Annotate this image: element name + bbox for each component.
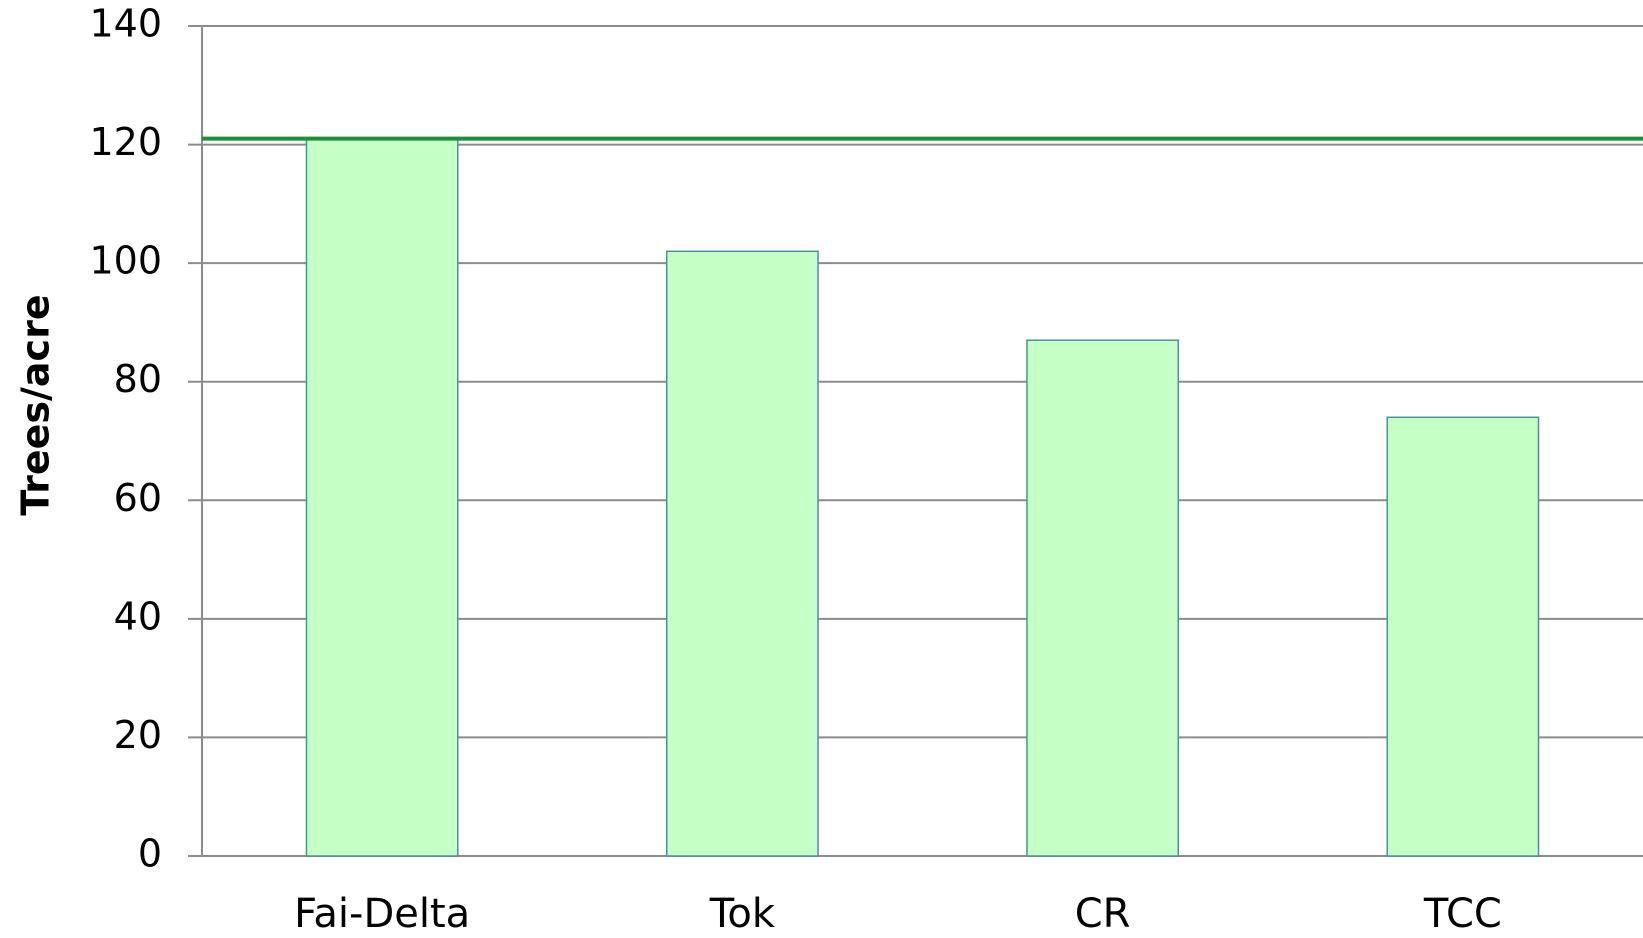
y-tick-label: 0 xyxy=(138,832,162,876)
bar xyxy=(665,250,819,857)
bar xyxy=(1026,339,1180,857)
y-tick-label: 140 xyxy=(89,2,162,46)
x-tick-label: Fai-Delta xyxy=(294,891,470,937)
bar xyxy=(305,137,459,857)
y-axis-label: Trees/acre xyxy=(14,294,58,515)
y-tick-label: 60 xyxy=(114,476,162,520)
y-tick-label: 120 xyxy=(89,120,162,164)
bar xyxy=(1386,416,1540,857)
x-tick-label: Tok xyxy=(709,891,776,937)
y-tick-label: 40 xyxy=(114,594,162,638)
x-tick-label: TCC xyxy=(1423,891,1502,937)
y-tick-label: 80 xyxy=(114,357,162,401)
x-tick-label: CR xyxy=(1075,891,1131,937)
y-tick-label: 20 xyxy=(114,713,162,757)
y-tick-label: 100 xyxy=(89,239,162,283)
